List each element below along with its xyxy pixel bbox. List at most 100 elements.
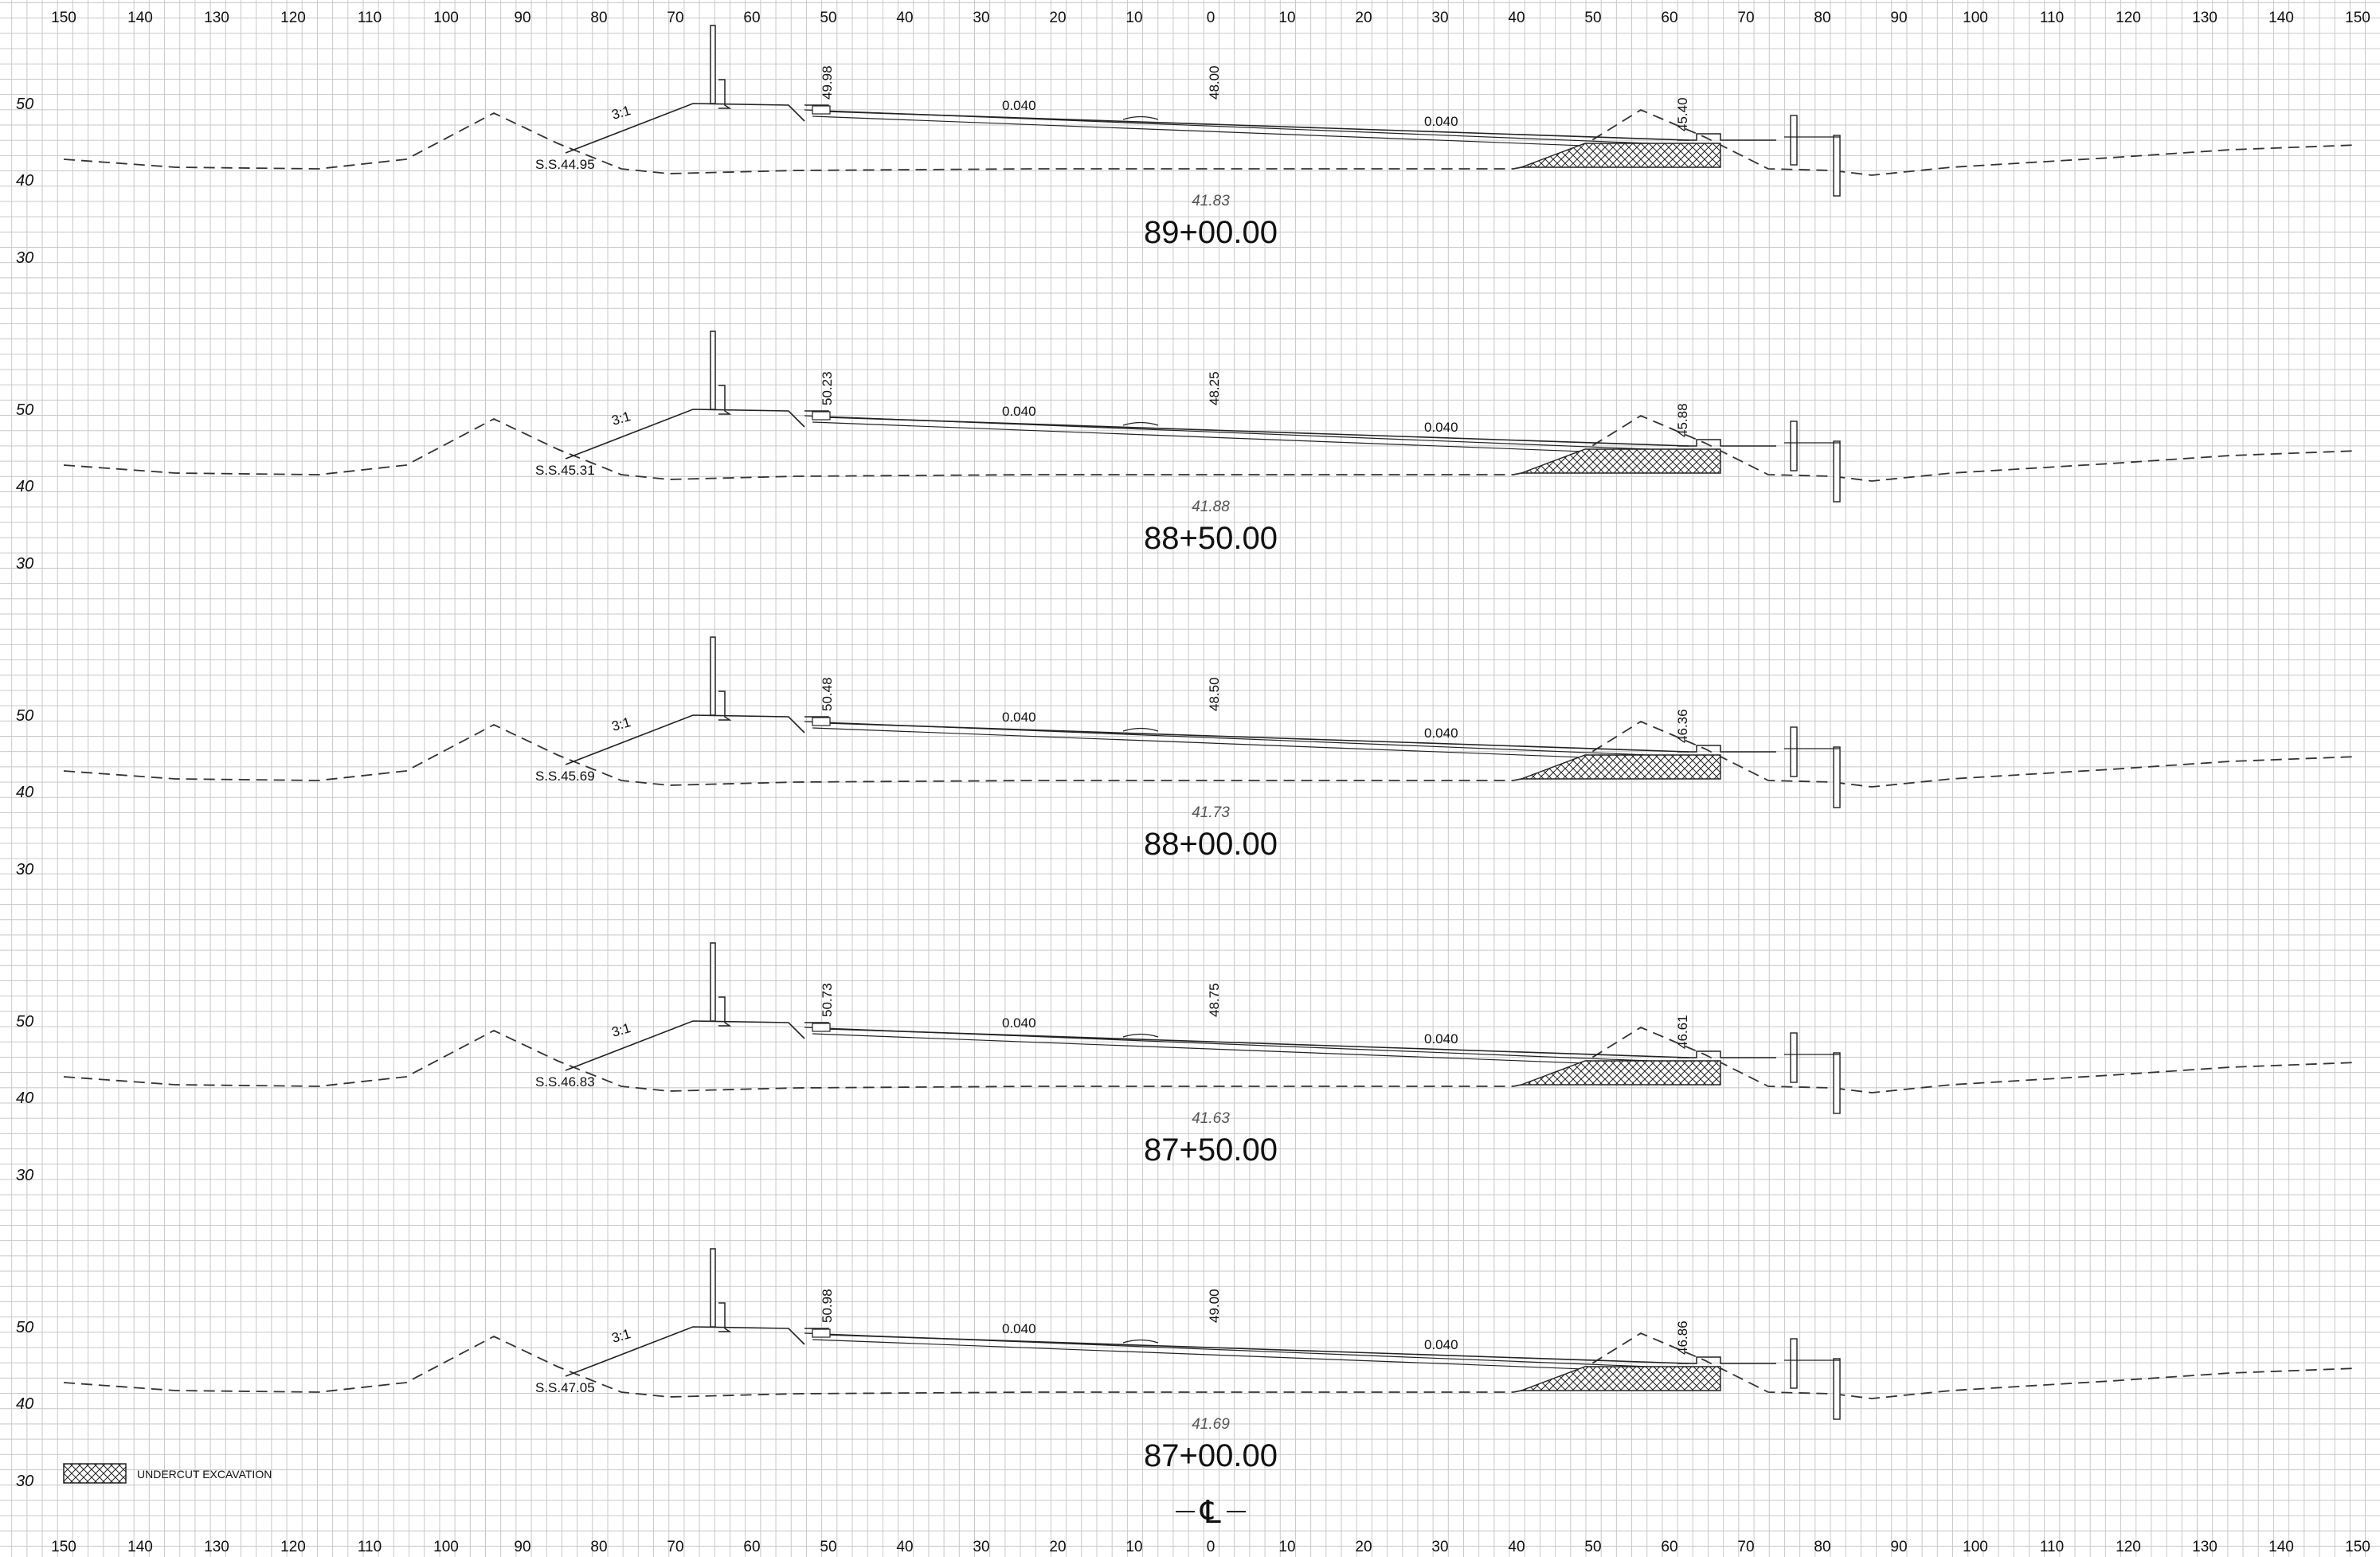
x-tick-label: 120 [280, 10, 306, 26]
ground-elevation: 41.73 [1192, 804, 1230, 821]
station-label: 88+50.00 [1144, 521, 1278, 556]
x-tick-label: 130 [2192, 1539, 2218, 1555]
pavement-base [812, 727, 1689, 762]
fill-slope-line [565, 714, 805, 765]
cross-slope-left: 0.040 [1002, 404, 1036, 419]
right-gutter [1677, 1356, 1776, 1364]
right-end-post [1833, 135, 1841, 197]
station-label: 87+00.00 [1144, 1438, 1278, 1473]
elevation-label: 40 [16, 784, 33, 801]
left-edge-elevation: 50.48 [820, 677, 835, 711]
right-edge-elevation: 46.86 [1675, 1320, 1690, 1355]
cross-slope-right: 0.040 [1424, 1031, 1458, 1046]
left-edge-elevation: 49.98 [820, 65, 835, 100]
x-tick-label: 80 [590, 1539, 607, 1555]
x-tick-label: 90 [514, 1539, 530, 1555]
cross-slope-left: 0.040 [1002, 710, 1036, 725]
x-tick-label: 20 [1355, 1539, 1372, 1555]
pavement-top [804, 1022, 1689, 1058]
elevation-label: 30 [16, 1167, 33, 1184]
elevation-label: 40 [16, 1395, 33, 1413]
x-tick-label: 120 [280, 1539, 306, 1555]
x-tick-label: 10 [1278, 1539, 1295, 1555]
centerline-elevation: 48.25 [1207, 371, 1222, 405]
existing-ground-line [63, 108, 2358, 176]
curb-detail [718, 79, 732, 109]
x-tick-label: 70 [667, 10, 683, 26]
undercut-excavation-area [1521, 1060, 1721, 1086]
centerline-mark: ℄ [1200, 1495, 1221, 1530]
x-tick-label: 100 [433, 1539, 459, 1555]
right-gutter [1677, 1050, 1776, 1058]
elevation-label: 30 [16, 861, 33, 878]
x-tick-label: 150 [51, 10, 76, 26]
crown-marker [1122, 421, 1159, 426]
crown-marker [1122, 1339, 1159, 1344]
elevation-label: 30 [16, 555, 33, 573]
cross-slope-right: 0.040 [1424, 1337, 1458, 1352]
x-tick-label: 110 [2040, 10, 2064, 26]
elevation-label: 50 [16, 96, 33, 113]
x-tick-label: 40 [896, 10, 913, 26]
x-tick-label: 10 [1125, 10, 1142, 26]
pavement-top [804, 1328, 1689, 1364]
right-barrier-post [1790, 1032, 1798, 1083]
left-edge-elevation: 50.23 [820, 371, 835, 405]
x-tick-label: 20 [1049, 10, 1066, 26]
station-label: 87+50.00 [1144, 1133, 1278, 1168]
left-gutter [812, 411, 831, 421]
x-tick-label: 70 [1737, 1539, 1754, 1555]
undercut-excavation-area [1521, 754, 1721, 780]
x-tick-label: 100 [1963, 1539, 1988, 1555]
elevation-label: 40 [16, 1090, 33, 1107]
pavement-base [812, 1339, 1689, 1374]
x-tick-label: 80 [1814, 1539, 1830, 1555]
elevation-label: 50 [16, 1319, 33, 1336]
x-tick-label: 80 [590, 10, 607, 26]
right-end-post [1833, 440, 1841, 503]
x-tick-label: 0 [1207, 10, 1215, 26]
curb-detail [718, 690, 732, 721]
x-tick-label: 60 [743, 10, 760, 26]
slope-stake-label: S.S.47.05 [535, 1380, 595, 1395]
left-gutter [812, 717, 831, 726]
centerline-elevation: 49.00 [1207, 1289, 1222, 1323]
x-tick-label: 50 [1584, 1539, 1601, 1555]
ground-elevation: 41.83 [1192, 193, 1230, 209]
cross-slope-left: 0.040 [1002, 98, 1036, 113]
side-slope-label: 3:1 [610, 103, 632, 123]
left-edge-elevation: 50.98 [820, 1289, 835, 1323]
x-tick-label: 80 [1814, 10, 1830, 26]
slope-stake-label: S.S.45.31 [535, 463, 595, 478]
x-tick-label: 110 [358, 1539, 382, 1555]
fill-slope-line [565, 409, 805, 460]
x-tick-label: 150 [2345, 10, 2370, 26]
x-tick-label: 150 [2345, 1539, 2370, 1555]
curb-detail [718, 385, 732, 415]
fill-slope-line [565, 103, 805, 154]
x-tick-label: 40 [1508, 10, 1525, 26]
x-tick-label: 90 [514, 10, 530, 26]
elevation-label: 50 [16, 401, 33, 419]
x-tick-label: 130 [204, 10, 229, 26]
pavement-base [812, 1033, 1689, 1068]
x-tick-label: 150 [51, 1539, 76, 1555]
left-edge-elevation: 50.73 [820, 983, 835, 1017]
guardrail-post [710, 942, 716, 1022]
side-slope-label: 3:1 [610, 409, 632, 428]
cross-section: 50 40 30 3:1 S.S.45.31 50.23 48.25 45.88 0.040 0.… [16, 331, 2358, 573]
existing-ground-line [63, 1332, 2358, 1399]
x-tick-label: 30 [973, 1539, 989, 1555]
undercut-excavation-area [1521, 1366, 1721, 1391]
side-slope-label: 3:1 [610, 1326, 632, 1346]
guardrail-post [710, 331, 716, 410]
x-tick-label: 130 [204, 1539, 229, 1555]
elevation-label: 50 [16, 1013, 33, 1031]
cross-slope-right: 0.040 [1424, 420, 1458, 435]
existing-ground-line [63, 414, 2358, 482]
side-slope-label: 3:1 [610, 1020, 632, 1040]
undercut-swatch [63, 1463, 127, 1484]
cross-section: 50 40 30 3:1 S.S.45.69 50.48 48.50 46.36 0.040 0.… [16, 636, 2358, 878]
x-tick-label: 100 [1963, 10, 1988, 26]
